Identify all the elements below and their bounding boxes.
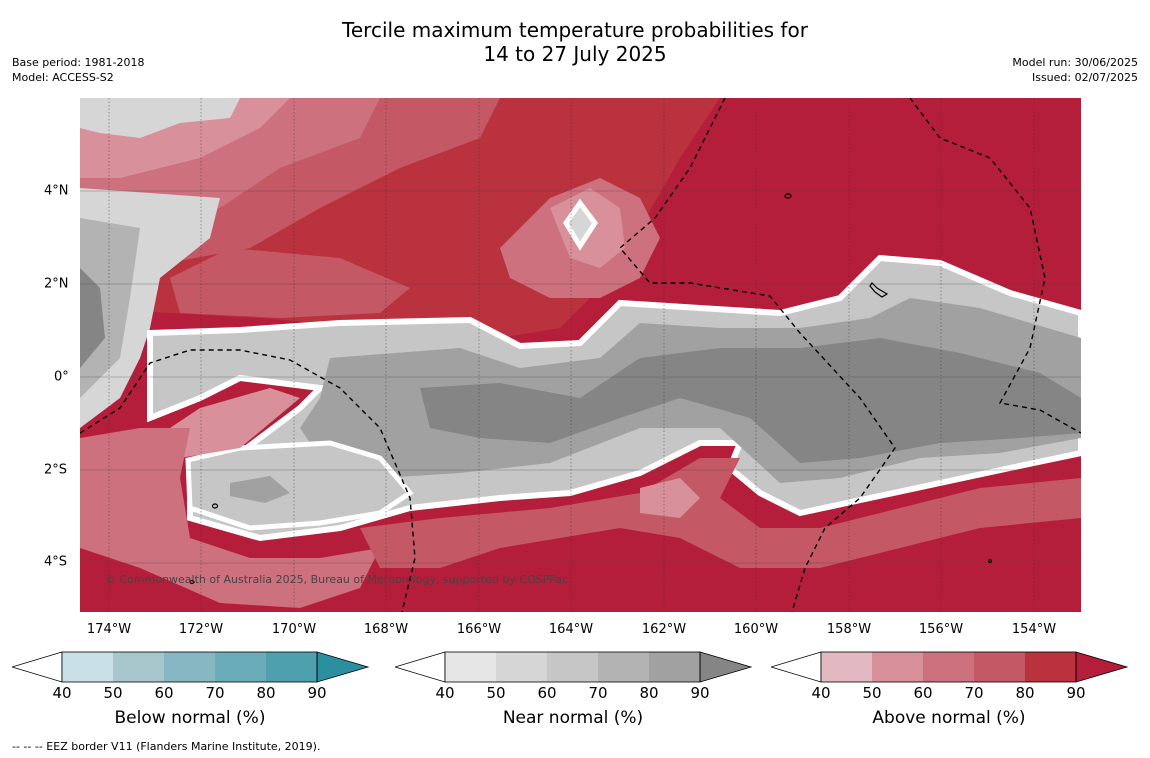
- above-tick: 40: [811, 684, 831, 702]
- model-name: Model: ACCESS-S2: [12, 71, 114, 84]
- lon-label: 154°W: [1011, 622, 1057, 637]
- eez-footnote: -- -- -- EEZ border V11 (Flanders Marine…: [12, 740, 321, 753]
- near-tick: 40: [435, 684, 455, 702]
- meta-right: Model run: 30/06/2025 Issued: 02/07/2025: [1012, 55, 1138, 85]
- lon-label: 172°W: [178, 622, 224, 637]
- copyright-notice: © Commonwealth of Australia 2025, Bureau…: [105, 573, 569, 586]
- lon-label: 160°W: [733, 622, 779, 637]
- near-region-northwest: [80, 98, 240, 138]
- lat-label: 2°N: [44, 276, 69, 292]
- below-normal-title: Below normal (%): [114, 708, 266, 728]
- lat-label: 4°S: [44, 554, 68, 570]
- near-tick: 70: [588, 684, 608, 702]
- above-tick: 50: [862, 684, 882, 702]
- latitude-lines: [80, 190, 1081, 564]
- model-run: Model run: 30/06/2025: [1012, 56, 1138, 69]
- issued-date: Issued: 02/07/2025: [1031, 71, 1138, 84]
- lon-label: 168°W: [363, 622, 409, 637]
- graticule: [108, 98, 1035, 612]
- above-tick: 70: [964, 684, 984, 702]
- map-title: Tercile maximum temperature probabilitie…: [0, 18, 1150, 66]
- below-tick: 70: [205, 684, 225, 702]
- near-region-west-90: [80, 268, 105, 368]
- near-tick: 90: [690, 684, 710, 702]
- near-normal-title: Near normal (%): [502, 708, 644, 728]
- lon-label: 170°W: [271, 622, 317, 637]
- lat-label: 4°N: [44, 183, 69, 199]
- lon-label: 174°W: [86, 622, 132, 637]
- islands: [189, 193, 993, 585]
- lon-label: 164°W: [548, 622, 594, 637]
- near-region-equatorial-90: [420, 338, 1081, 463]
- lon-label: 166°W: [456, 622, 502, 637]
- eez-borders: [80, 98, 1081, 612]
- above-blob-west-70: [170, 248, 410, 318]
- meta-left: Base period: 1981-2018 Model: ACCESS-S2: [12, 55, 144, 85]
- above-tick: 90: [1066, 684, 1086, 702]
- above-normal-colorbar: [771, 651, 1129, 683]
- near-normal-colorbar: [395, 651, 753, 683]
- base-period: Base period: 1981-2018: [12, 56, 145, 69]
- map-panel: [80, 98, 1081, 612]
- above-normal-title: Above normal (%): [872, 708, 1026, 728]
- above-tick: 60: [913, 684, 933, 702]
- below-tick: 80: [256, 684, 276, 702]
- near-tick: 80: [639, 684, 659, 702]
- below-tick: 40: [52, 684, 72, 702]
- lat-label: 2°S: [44, 462, 68, 478]
- above-band-south-60b: [640, 478, 700, 518]
- lon-label: 158°W: [826, 622, 872, 637]
- near-region-southwest-pocket: [185, 440, 414, 531]
- above-band-south-80: [360, 458, 1081, 568]
- below-normal-colorbar: [12, 651, 370, 683]
- above-tick: 80: [1015, 684, 1035, 702]
- near-region-west-70: [80, 218, 140, 398]
- lat-label: 0°: [54, 369, 69, 385]
- title-line-2: 14 to 27 July 2025: [483, 42, 667, 66]
- lon-label: 156°W: [918, 622, 964, 637]
- below-tick: 90: [307, 684, 327, 702]
- below-tick: 50: [103, 684, 123, 702]
- below-tick: 60: [154, 684, 174, 702]
- lon-label: 162°W: [641, 622, 687, 637]
- map-canvas: [80, 98, 1081, 612]
- near-tick: 50: [486, 684, 506, 702]
- near-region-southwest-80: [230, 476, 290, 503]
- near-tick: 60: [537, 684, 557, 702]
- title-line-1: Tercile maximum temperature probabilitie…: [342, 18, 808, 42]
- near-diamond: [563, 198, 599, 251]
